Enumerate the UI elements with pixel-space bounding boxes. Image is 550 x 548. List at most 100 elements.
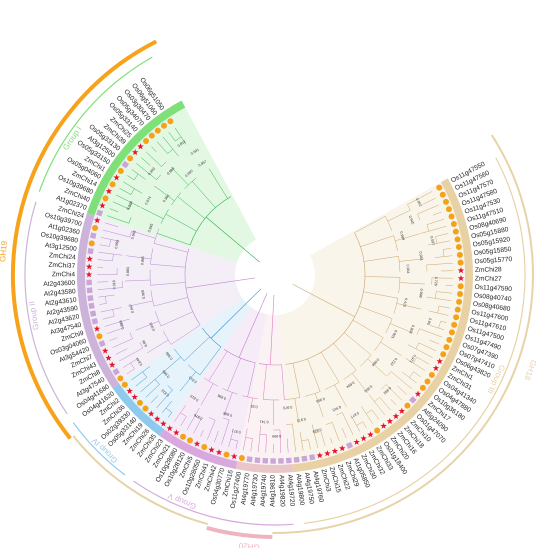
group-arc bbox=[304, 157, 526, 524]
branch bbox=[269, 294, 275, 365]
leaf-square-marker bbox=[262, 457, 269, 464]
leaf-circle-marker bbox=[436, 184, 443, 191]
branch bbox=[205, 216, 260, 263]
bootstrap-label: 0.597 bbox=[429, 236, 435, 246]
branch bbox=[333, 343, 357, 371]
branch bbox=[436, 291, 453, 294]
leaf-square-marker bbox=[293, 456, 300, 463]
branch bbox=[360, 406, 373, 424]
bootstrap-label: 0.984 bbox=[418, 251, 423, 260]
leaf-circle-marker bbox=[452, 228, 459, 235]
bootstrap-label: 0.222 bbox=[389, 357, 398, 367]
branch bbox=[368, 394, 386, 416]
leaf-square-marker bbox=[87, 248, 94, 255]
family-arc bbox=[72, 435, 209, 526]
branch bbox=[119, 347, 143, 362]
branch bbox=[109, 337, 118, 341]
leaf-label: At4g19820 bbox=[278, 475, 286, 507]
branch bbox=[437, 306, 440, 314]
branch bbox=[374, 337, 384, 351]
branch bbox=[140, 373, 162, 393]
bootstrap-label: 0.828 bbox=[312, 427, 322, 433]
branch bbox=[170, 166, 189, 186]
branch bbox=[387, 210, 411, 222]
branch bbox=[416, 356, 430, 365]
branch bbox=[407, 191, 433, 205]
branch bbox=[104, 318, 130, 327]
branch bbox=[153, 243, 188, 253]
family-label: GH20 bbox=[238, 541, 260, 548]
leaf-circle-marker bbox=[446, 336, 453, 343]
branch bbox=[99, 303, 107, 305]
branch bbox=[360, 235, 394, 247]
branch bbox=[156, 174, 161, 180]
leaf-label: ZmChi4 bbox=[52, 271, 75, 278]
branch bbox=[407, 344, 433, 358]
branch bbox=[374, 397, 380, 402]
bootstrap-label: 0.96 bbox=[141, 339, 148, 347]
branch bbox=[299, 431, 304, 451]
group-strip bbox=[293, 178, 473, 473]
branch bbox=[112, 338, 133, 348]
branch bbox=[223, 417, 230, 421]
clade-sector bbox=[164, 307, 268, 462]
leaf-square-marker bbox=[301, 455, 308, 462]
leaf-circle-marker bbox=[457, 259, 464, 266]
branch bbox=[344, 332, 372, 356]
branch bbox=[120, 321, 124, 329]
branch bbox=[379, 397, 391, 411]
branch bbox=[399, 258, 425, 262]
leaf-circle-marker bbox=[102, 195, 109, 202]
bootstrap-label: 0.989 bbox=[166, 167, 175, 176]
branch bbox=[360, 354, 372, 367]
branch bbox=[162, 136, 179, 157]
clade-sector bbox=[94, 107, 257, 263]
leaf-star-marker bbox=[93, 217, 101, 224]
leaf-label: At2g43600 bbox=[43, 280, 75, 288]
bootstrap-label: 0.991 bbox=[162, 193, 170, 203]
branch bbox=[180, 416, 187, 427]
leaf-star-marker bbox=[380, 422, 387, 429]
branch bbox=[136, 163, 157, 180]
leaf-star-marker bbox=[113, 174, 120, 181]
bootstrap-label: 0.985 bbox=[140, 256, 145, 265]
bootstrap-label: 0.973 bbox=[283, 405, 292, 410]
leaf-circle-marker bbox=[424, 378, 431, 385]
branch bbox=[194, 415, 202, 420]
leaf-circle-marker bbox=[443, 344, 450, 351]
leaf-label: At4g19730 bbox=[250, 473, 260, 506]
leaf-label: At4g19800 bbox=[295, 473, 306, 506]
leaf-star-marker bbox=[414, 390, 422, 397]
branch bbox=[150, 395, 159, 403]
branch bbox=[351, 417, 361, 432]
branch bbox=[286, 438, 289, 453]
branch bbox=[99, 244, 110, 247]
bootstrap-label: 0.953 bbox=[149, 322, 156, 332]
bootstrap-label: 0.856 bbox=[363, 384, 372, 393]
branch bbox=[415, 342, 420, 349]
branch bbox=[307, 358, 321, 392]
branch bbox=[442, 249, 445, 257]
branch bbox=[352, 319, 384, 338]
leaf-star-marker bbox=[160, 420, 167, 427]
branch bbox=[235, 440, 238, 449]
leaf-star-marker bbox=[386, 417, 394, 425]
branch bbox=[426, 218, 445, 225]
branch bbox=[243, 428, 248, 451]
bootstrap-label: 0.992 bbox=[383, 386, 392, 395]
branch bbox=[315, 393, 324, 418]
branch bbox=[98, 294, 115, 298]
leaf-star-marker bbox=[85, 271, 93, 278]
leaf-star-marker bbox=[126, 387, 133, 394]
branch bbox=[435, 233, 449, 237]
branch bbox=[98, 251, 123, 256]
branch bbox=[126, 255, 152, 260]
leaf-star-marker bbox=[398, 407, 406, 414]
bootstrap-label: 0.918 bbox=[112, 280, 117, 289]
group-arc bbox=[38, 56, 153, 192]
branch bbox=[279, 429, 281, 453]
branch bbox=[135, 377, 147, 387]
branch bbox=[160, 209, 169, 224]
branch bbox=[207, 420, 216, 440]
